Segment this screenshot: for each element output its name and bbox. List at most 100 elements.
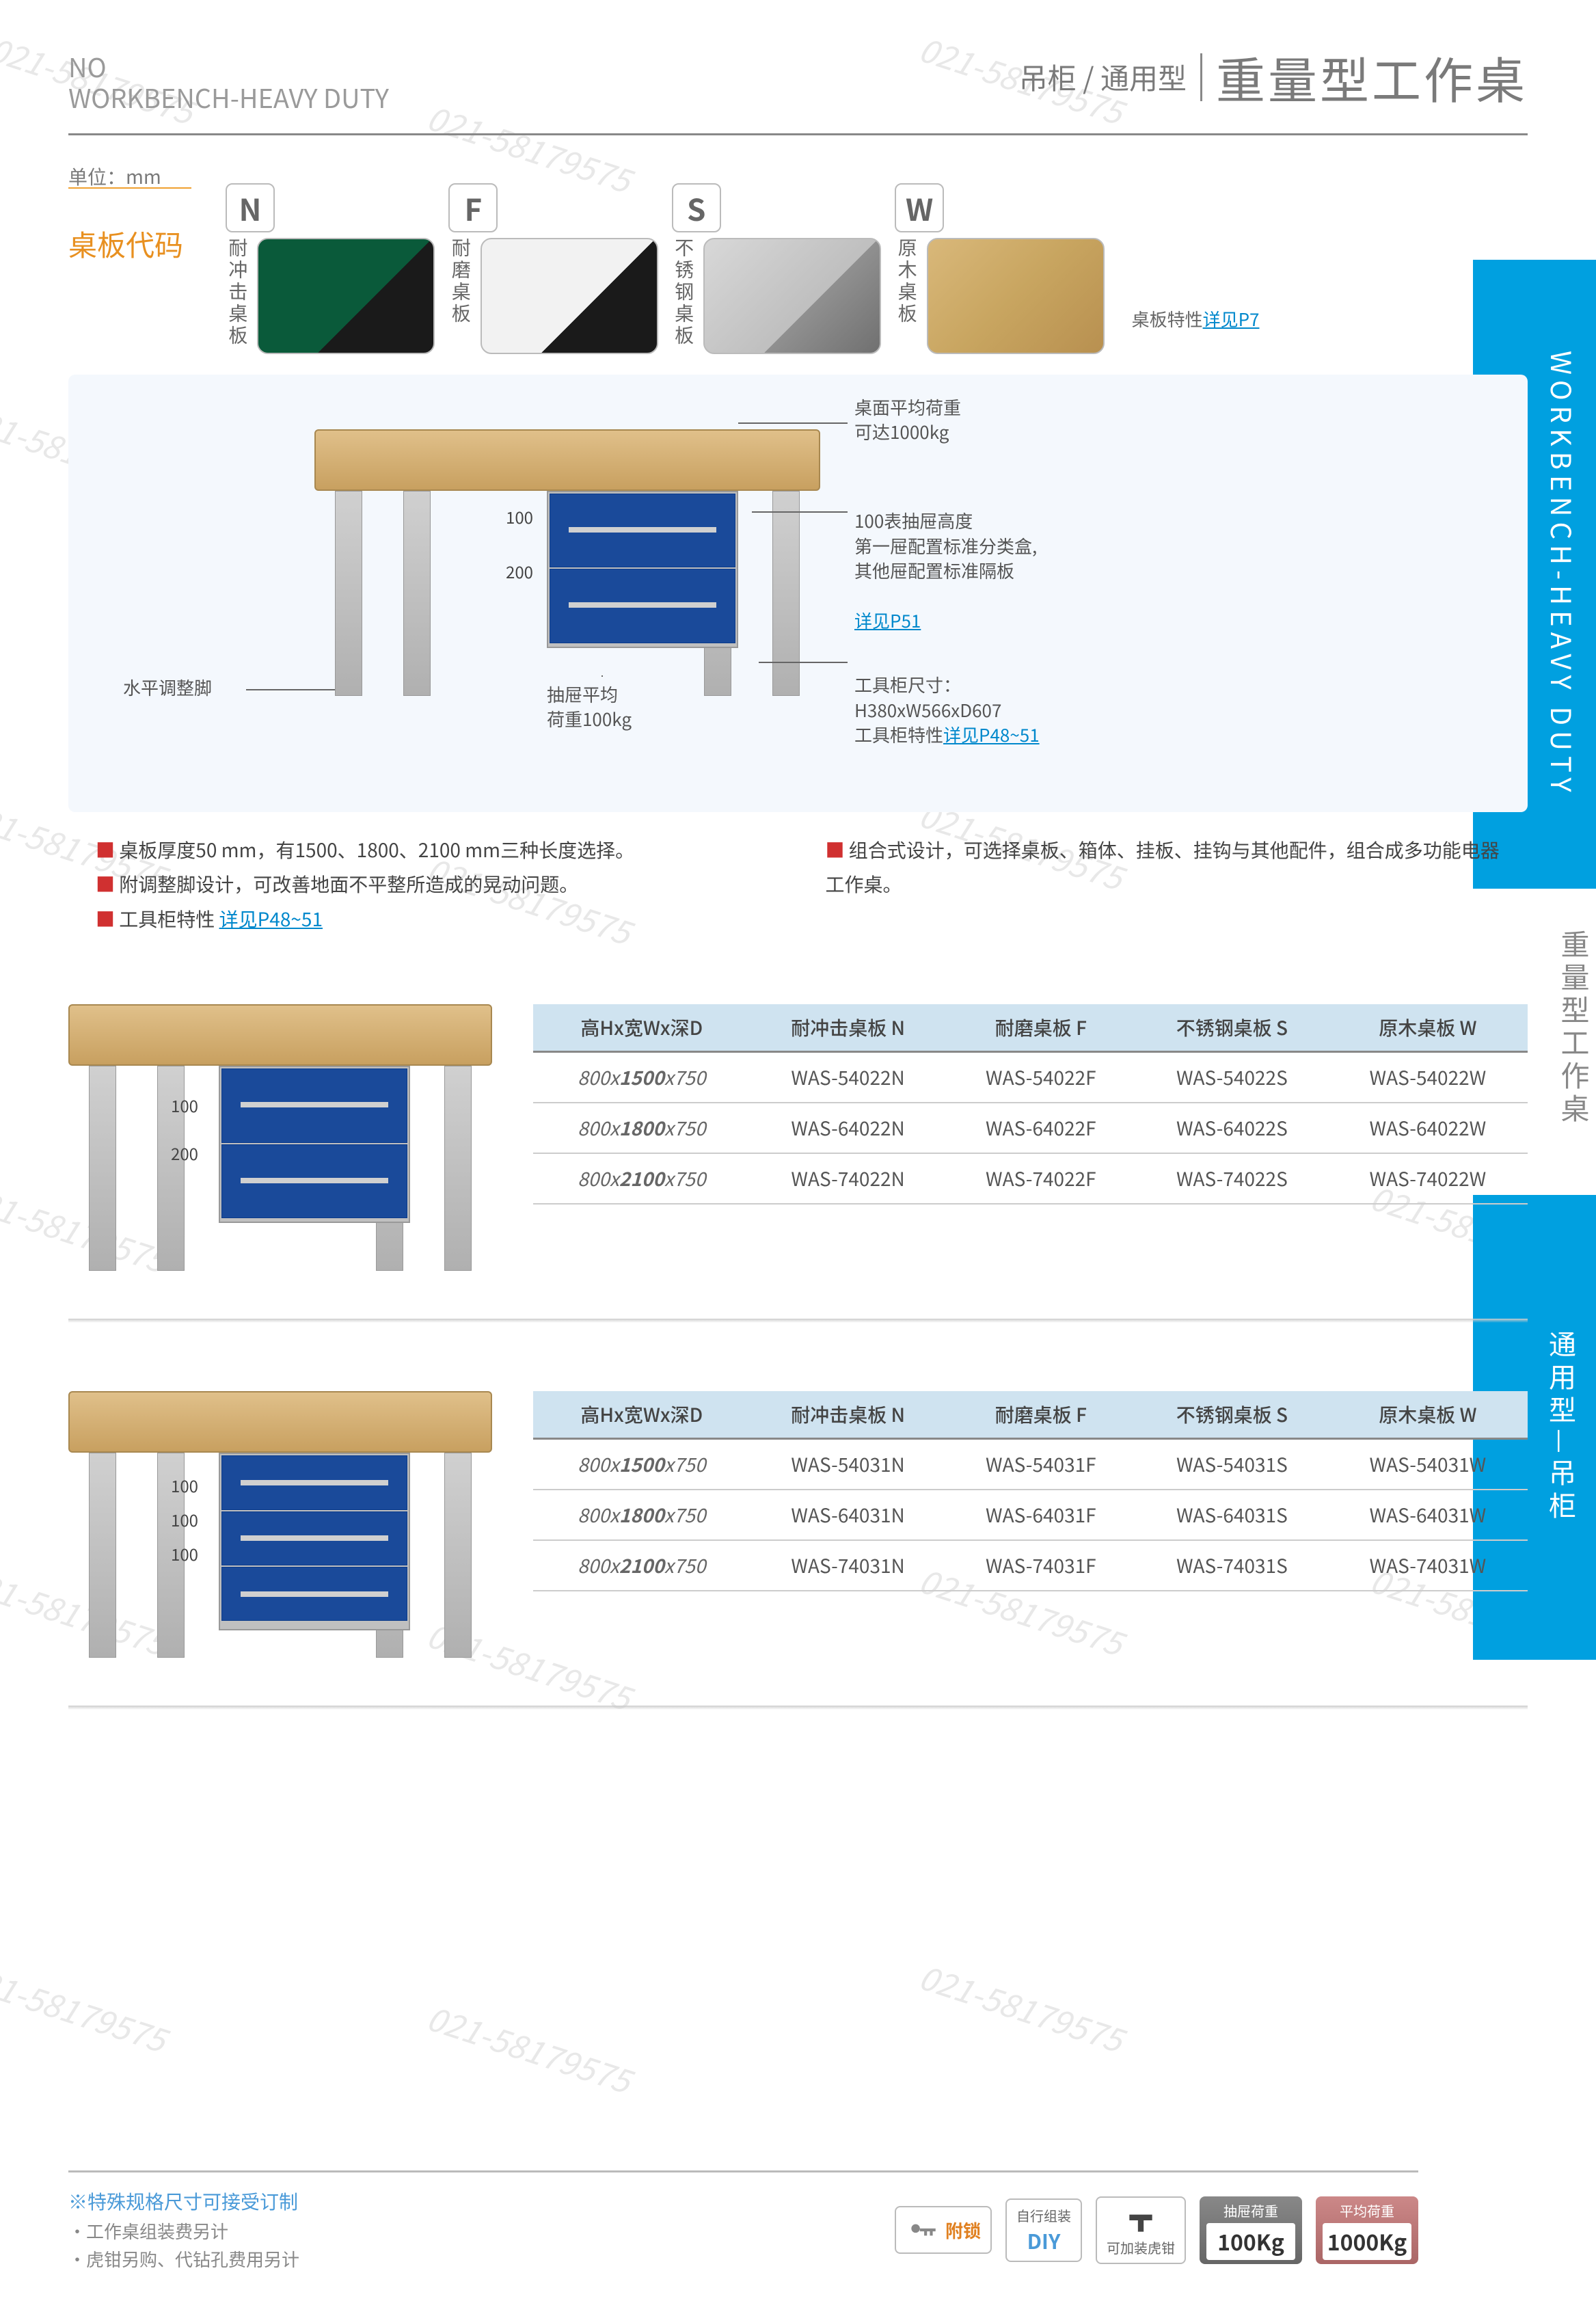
sku-cell: WAS-64031F bbox=[946, 1490, 1136, 1540]
diy-badge: 自行组装 DIY bbox=[1005, 2198, 1082, 2262]
sku-cell: WAS-74022F bbox=[946, 1153, 1136, 1204]
watermark: 021-58179575 bbox=[422, 1992, 638, 2103]
table-header: 高Hx宽Wx深D bbox=[533, 1004, 750, 1052]
section-divider bbox=[68, 1706, 1528, 1710]
swatch-letter: N bbox=[226, 183, 275, 232]
swatch-label: 耐冲击桌板 bbox=[226, 238, 250, 347]
footer-note-1: ·工作桌组装费另计 bbox=[68, 2217, 881, 2246]
page-title: 重量型工作桌 bbox=[1216, 41, 1528, 113]
swatch-note-link[interactable]: 详见P7 bbox=[1203, 306, 1260, 332]
bullet-link[interactable]: 详见P48~51 bbox=[219, 905, 323, 932]
sku-cell: WAS-74031N bbox=[750, 1540, 946, 1591]
table-row: 800x2100x750WAS-74022NWAS-74022FWAS-7402… bbox=[533, 1153, 1528, 1204]
swatch-letter: F bbox=[448, 183, 498, 232]
spec-table-2: 高Hx宽Wx深D耐冲击桌板 N耐磨桌板 F不锈钢桌板 S原木桌板 W800x15… bbox=[533, 1391, 1528, 1591]
page-number: 009 bbox=[1528, 2197, 1569, 2233]
p1-dim-1: 100 bbox=[171, 1093, 198, 1117]
footer-note-2: ·虎钳另购、代钻孔费用另计 bbox=[68, 2245, 881, 2274]
table-row: 800x2100x750WAS-74031NWAS-74031FWAS-7403… bbox=[533, 1540, 1528, 1591]
watermark: 021-58179575 bbox=[0, 1951, 173, 2062]
sku-cell: WAS-74022W bbox=[1328, 1153, 1528, 1204]
vise-badge: 可加装虎钳 bbox=[1096, 2196, 1186, 2264]
feature-bullet: 桌板厚度50 mm，有1500、1800、2100 mm三种长度选择。 bbox=[96, 833, 771, 867]
page-footer: ※特殊规格尺寸可接受订制 ·工作桌组装费另计 ·虎钳另购、代钻孔费用另计 附锁 … bbox=[68, 2170, 1418, 2274]
dim-100: 100 bbox=[506, 504, 533, 528]
horizontal-rule bbox=[68, 133, 1528, 135]
drawer-load-badge: 抽屉荷重 100Kg bbox=[1200, 2196, 1302, 2264]
sku-cell: WAS-54031S bbox=[1136, 1439, 1328, 1490]
swatch-label: 耐磨桌板 bbox=[448, 238, 473, 325]
feature-bullet: 组合式设计，可选择桌板、箱体、挂板、挂钩与其他配件，组合成多功能电器工作桌。 bbox=[826, 833, 1501, 902]
sku-cell: WAS-64022S bbox=[1136, 1103, 1328, 1153]
swatch-note: 桌板特性详见P7 bbox=[1132, 306, 1260, 332]
sku-cell: WAS-64031N bbox=[750, 1490, 946, 1540]
table-header: 耐冲击桌板 N bbox=[750, 1391, 946, 1439]
swatch-image bbox=[927, 238, 1105, 354]
spec-table-1: 高Hx宽Wx深D耐冲击桌板 N耐磨桌板 F不锈钢桌板 S原木桌板 W800x15… bbox=[533, 1004, 1528, 1205]
key-icon bbox=[906, 2213, 940, 2247]
callout-drawer-load: 抽屉平均 荷重100kg bbox=[547, 682, 632, 732]
swatch-image bbox=[703, 238, 881, 354]
header-subtitle-cn: 吊柜 / 通用型 bbox=[1019, 56, 1187, 98]
p2-dim-1: 100 bbox=[171, 1473, 198, 1497]
swatch-S: S 不锈钢桌板 bbox=[672, 183, 881, 354]
feature-bullets: 桌板厚度50 mm，有1500、1800、2100 mm三种长度选择。附调整脚设… bbox=[68, 833, 1528, 936]
table-header: 耐磨桌板 F bbox=[946, 1004, 1136, 1052]
sku-cell: WAS-54022N bbox=[750, 1052, 946, 1103]
workbench-illustration bbox=[314, 429, 820, 716]
vise-icon bbox=[1124, 2203, 1158, 2237]
sku-cell: WAS-54031W bbox=[1328, 1439, 1528, 1490]
table-header: 不锈钢桌板 S bbox=[1136, 1004, 1328, 1052]
hero-diagram: 100 200 水平调整脚 抽屉平均 荷重100kg 桌面平均荷重 可达1000… bbox=[68, 375, 1528, 812]
sku-cell: WAS-54022S bbox=[1136, 1052, 1328, 1103]
drawer-desc-link[interactable]: 详见P51 bbox=[854, 608, 921, 633]
swatch-letter: W bbox=[895, 183, 944, 232]
footer-special-note: ※特殊规格尺寸可接受订制 bbox=[68, 2186, 881, 2217]
swatch-image bbox=[481, 238, 658, 354]
callout-drawer-desc: 100表抽屉高度 第一屉配置标准分类盒, 其他屉配置标准隔板 详见P51 bbox=[854, 484, 1037, 633]
cabinet-spec-link[interactable]: 详见P48~51 bbox=[943, 722, 1040, 747]
product-block-2: 100 100 100 高Hx宽Wx深D耐冲击桌板 N耐磨桌板 F不锈钢桌板 S… bbox=[68, 1391, 1528, 1665]
swatch-image bbox=[257, 238, 435, 354]
header-no: NO bbox=[68, 51, 389, 82]
callout-cabinet-spec: 工具柜尺寸： H380xW566xD607 工具柜特性详见P48~51 bbox=[854, 648, 1040, 748]
feature-bullet: 附调整脚设计，可改善地面不平整所造成的晃动问题。 bbox=[96, 867, 771, 901]
swatch-label: 原木桌板 bbox=[895, 238, 919, 325]
table-header: 耐冲击桌板 N bbox=[750, 1004, 946, 1052]
table-header: 高Hx宽Wx深D bbox=[533, 1391, 750, 1439]
watermark: 021-58179575 bbox=[914, 1951, 1130, 2062]
swatch-W: W 原木桌板 bbox=[895, 183, 1104, 354]
p2-dim-2: 100 bbox=[171, 1507, 198, 1531]
table-header: 不锈钢桌板 S bbox=[1136, 1391, 1328, 1439]
callout-level-foot: 水平调整脚 bbox=[123, 675, 212, 700]
sku-cell: WAS-74031W bbox=[1328, 1540, 1528, 1591]
sku-cell: WAS-74031F bbox=[946, 1540, 1136, 1591]
divider-icon bbox=[1200, 53, 1202, 101]
sku-cell: WAS-54031F bbox=[946, 1439, 1136, 1490]
swatch-label: 不锈钢桌板 bbox=[672, 238, 696, 347]
sku-cell: WAS-54022W bbox=[1328, 1052, 1528, 1103]
sku-cell: WAS-64031S bbox=[1136, 1490, 1328, 1540]
p1-dim-2: 200 bbox=[171, 1141, 198, 1165]
header-subtitle-en: WORKBENCH-HEAVY DUTY bbox=[68, 81, 389, 113]
swatch-letter: S bbox=[672, 183, 721, 232]
sku-cell: WAS-74022N bbox=[750, 1153, 946, 1204]
section-divider bbox=[68, 1319, 1528, 1323]
sku-cell: WAS-74022S bbox=[1136, 1153, 1328, 1204]
sku-cell: WAS-64031W bbox=[1328, 1490, 1528, 1540]
table-row: 800x1800x750WAS-64022NWAS-64022FWAS-6402… bbox=[533, 1103, 1528, 1153]
unit-underline bbox=[68, 187, 191, 189]
table-header: 原木桌板 W bbox=[1328, 1004, 1528, 1052]
dim-200: 200 bbox=[506, 559, 533, 583]
sku-cell: WAS-64022F bbox=[946, 1103, 1136, 1153]
callout-top-load: 桌面平均荷重 可达1000kg bbox=[854, 395, 961, 445]
product-image-2: 100 100 100 bbox=[68, 1391, 492, 1665]
sku-cell: WAS-54031N bbox=[750, 1439, 946, 1490]
p2-dim-3: 100 bbox=[171, 1542, 198, 1565]
product-block-1: 100 200 高Hx宽Wx深D耐冲击桌板 N耐磨桌板 F不锈钢桌板 S原木桌板… bbox=[68, 1004, 1528, 1278]
lock-badge: 附锁 bbox=[895, 2206, 992, 2254]
swatch-row: N 耐冲击桌板 F 耐磨桌板 S 不锈钢桌板 W 原木桌板 bbox=[226, 183, 1105, 354]
table-header: 耐磨桌板 F bbox=[946, 1391, 1136, 1439]
sku-cell: WAS-54022F bbox=[946, 1052, 1136, 1103]
table-row: 800x1500x750WAS-54031NWAS-54031FWAS-5403… bbox=[533, 1439, 1528, 1490]
